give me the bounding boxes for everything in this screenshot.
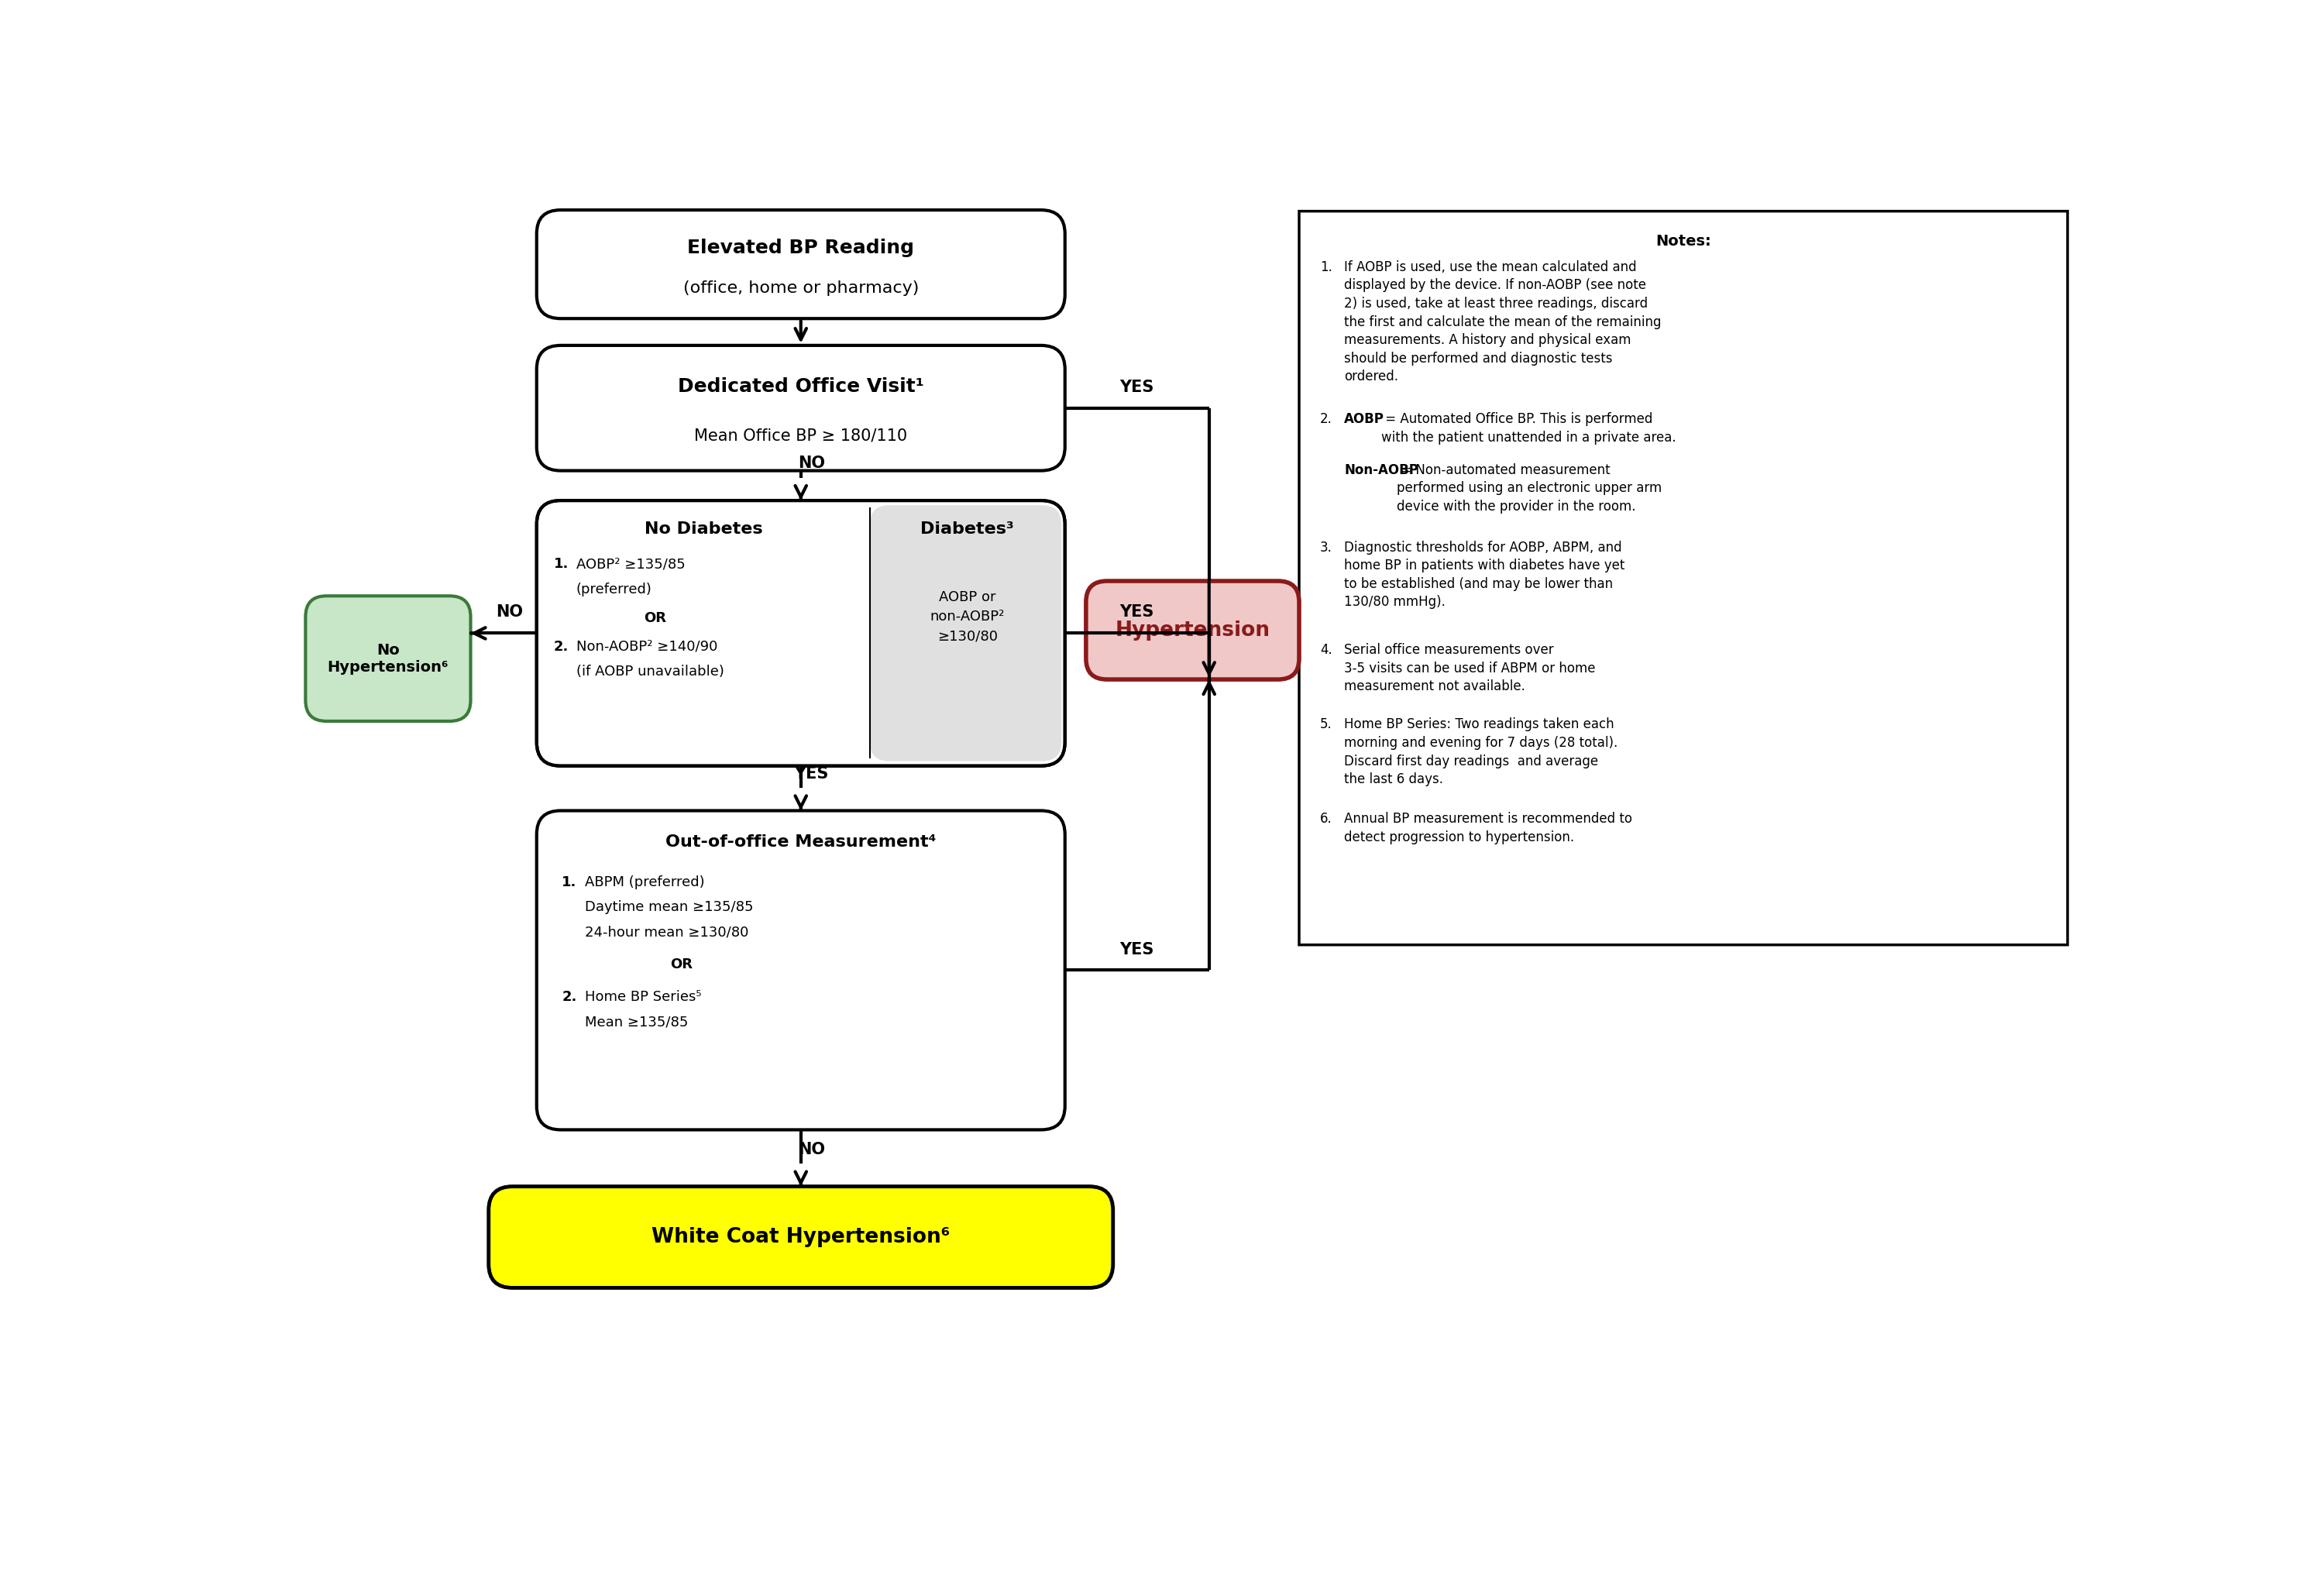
FancyBboxPatch shape [537, 501, 1064, 767]
Text: NO: NO [797, 1142, 825, 1158]
Text: OR: OR [669, 958, 693, 972]
Text: = Non-automated measurement
performed using an electronic upper arm
device with : = Non-automated measurement performed us… [1397, 463, 1662, 514]
FancyBboxPatch shape [488, 1186, 1113, 1288]
Text: Daytime mean ≥135/85: Daytime mean ≥135/85 [586, 900, 753, 914]
Text: 4.: 4. [1320, 643, 1332, 657]
Text: Out-of-office Measurement⁴: Out-of-office Measurement⁴ [665, 834, 937, 850]
Text: Home BP Series⁵: Home BP Series⁵ [586, 990, 702, 1004]
Text: 1.: 1. [1320, 261, 1332, 273]
Text: 1.: 1. [553, 558, 569, 572]
Text: If AOBP is used, use the mean calculated and
displayed by the device. If non-AOB: If AOBP is used, use the mean calculated… [1343, 261, 1662, 383]
Text: YES: YES [1120, 941, 1155, 957]
Text: (if AOBP unavailable): (if AOBP unavailable) [576, 665, 725, 679]
Text: 24-hour mean ≥130/80: 24-hour mean ≥130/80 [586, 925, 748, 939]
Text: Elevated BP Reading: Elevated BP Reading [688, 239, 913, 258]
FancyBboxPatch shape [869, 506, 1062, 760]
FancyBboxPatch shape [304, 595, 469, 721]
Text: Dedicated Office Visit¹: Dedicated Office Visit¹ [679, 377, 925, 396]
Text: AOBP or
non-AOBP²
≥130/80: AOBP or non-AOBP² ≥130/80 [930, 591, 1004, 644]
Text: NO: NO [797, 456, 825, 471]
Text: OR: OR [644, 611, 667, 625]
Text: Mean Office BP ≥ 180/110: Mean Office BP ≥ 180/110 [695, 427, 906, 443]
Text: No Diabetes: No Diabetes [644, 522, 762, 537]
Text: White Coat Hypertension⁶: White Coat Hypertension⁶ [651, 1227, 951, 1247]
FancyBboxPatch shape [1299, 211, 2068, 944]
FancyBboxPatch shape [1085, 581, 1299, 679]
Text: = Automated Office BP. This is performed
with the patient unattended in a privat: = Automated Office BP. This is performed… [1380, 412, 1676, 445]
Text: YES: YES [795, 767, 830, 781]
FancyBboxPatch shape [537, 211, 1064, 319]
Text: Non-AOBP² ≥140/90: Non-AOBP² ≥140/90 [576, 639, 718, 654]
Text: Mean ≥135/85: Mean ≥135/85 [586, 1015, 688, 1029]
Text: Hypertension: Hypertension [1116, 621, 1269, 641]
Text: Non-AOBP: Non-AOBP [1343, 463, 1418, 478]
Text: YES: YES [1120, 380, 1155, 394]
Text: 3.: 3. [1320, 540, 1332, 555]
Text: Serial office measurements over
3-5 visits can be used if ABPM or home
measureme: Serial office measurements over 3-5 visi… [1343, 643, 1597, 693]
Text: AOBP: AOBP [1343, 412, 1385, 426]
Text: 2.: 2. [562, 990, 576, 1004]
Text: (office, home or pharmacy): (office, home or pharmacy) [683, 280, 918, 295]
Text: NO: NO [495, 605, 523, 621]
Text: Annual BP measurement is recommended to
detect progression to hypertension.: Annual BP measurement is recommended to … [1343, 812, 1631, 844]
Text: 1.: 1. [562, 875, 576, 889]
Text: YES: YES [1120, 605, 1155, 621]
Text: 2.: 2. [553, 639, 569, 654]
Text: ABPM (preferred): ABPM (preferred) [586, 875, 704, 889]
Text: Notes:: Notes: [1655, 234, 1710, 248]
Text: 5.: 5. [1320, 718, 1332, 732]
FancyBboxPatch shape [537, 811, 1064, 1130]
Text: Diagnostic thresholds for AOBP, ABPM, and
home BP in patients with diabetes have: Diagnostic thresholds for AOBP, ABPM, an… [1343, 540, 1624, 610]
Text: Home BP Series: Two readings taken each
morning and evening for 7 days (28 total: Home BP Series: Two readings taken each … [1343, 718, 1618, 787]
Text: No
Hypertension⁶: No Hypertension⁶ [328, 643, 449, 674]
Text: Diabetes³: Diabetes³ [920, 522, 1013, 537]
Text: 2.: 2. [1320, 412, 1332, 426]
Text: (preferred): (preferred) [576, 583, 653, 595]
Text: AOBP² ≥135/85: AOBP² ≥135/85 [576, 558, 686, 572]
FancyBboxPatch shape [537, 346, 1064, 471]
Text: 6.: 6. [1320, 812, 1332, 826]
